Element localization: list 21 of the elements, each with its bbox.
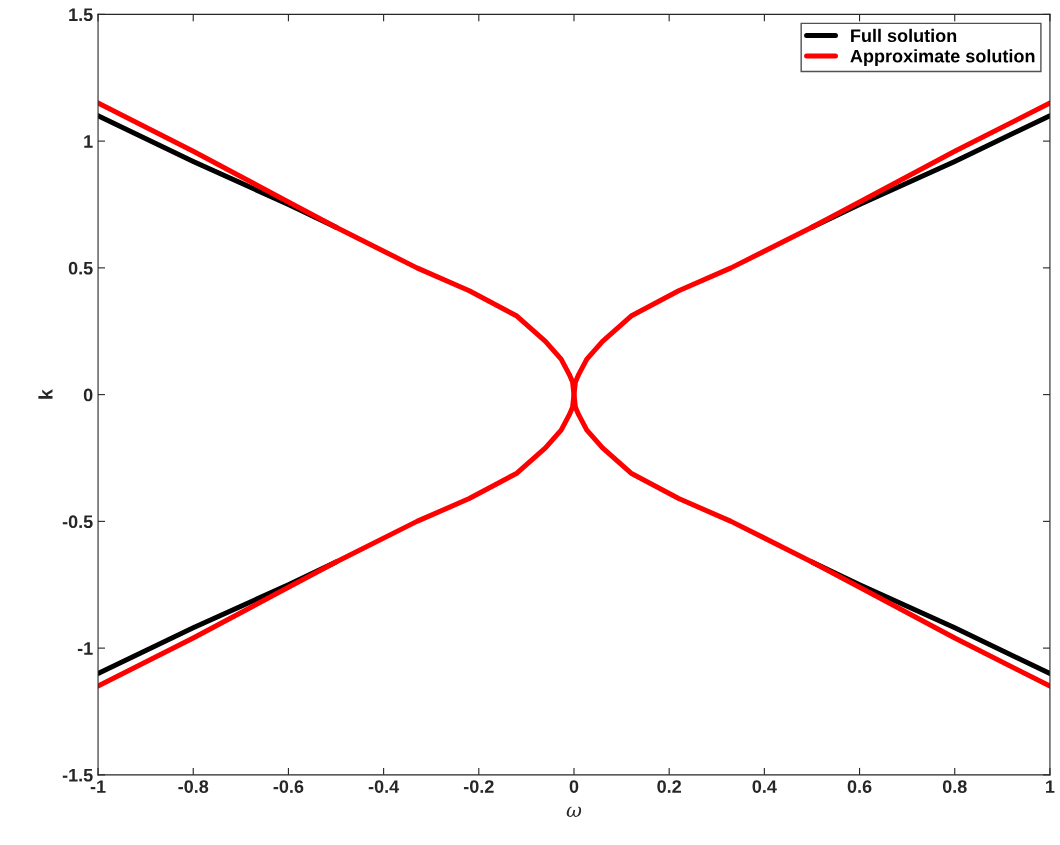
y-tick-label: 0.5 (68, 261, 93, 275)
x-tick-label: -0.2 (463, 780, 494, 793)
x-tick-label: 1 (1046, 780, 1055, 793)
y-tick-label: -0.5 (62, 515, 93, 529)
x-tick-label: -0.4 (368, 780, 400, 793)
x-tick-label: 0.6 (847, 780, 872, 793)
x-tick-label: -0.8 (178, 780, 209, 793)
y-axis-title: k (38, 389, 53, 399)
y-tick-label: -1.5 (62, 768, 93, 782)
x-tick-label: 0.4 (752, 780, 777, 793)
legend-label: Full solution (851, 28, 957, 43)
y-tick-label: 1.5 (69, 8, 93, 22)
x-tick-label: -0.6 (273, 780, 304, 793)
x-tick-label: 0.2 (657, 780, 682, 793)
y-tick-label: 0 (83, 388, 93, 402)
y-tick-label: 1 (84, 135, 93, 148)
x-axis-title: ω (566, 806, 582, 817)
x-tick-label: 0 (569, 780, 579, 793)
legend-label: Approximate solution (850, 49, 1035, 67)
x-tick-label: 0.8 (942, 780, 967, 793)
y-tick-label: -1 (77, 642, 93, 655)
